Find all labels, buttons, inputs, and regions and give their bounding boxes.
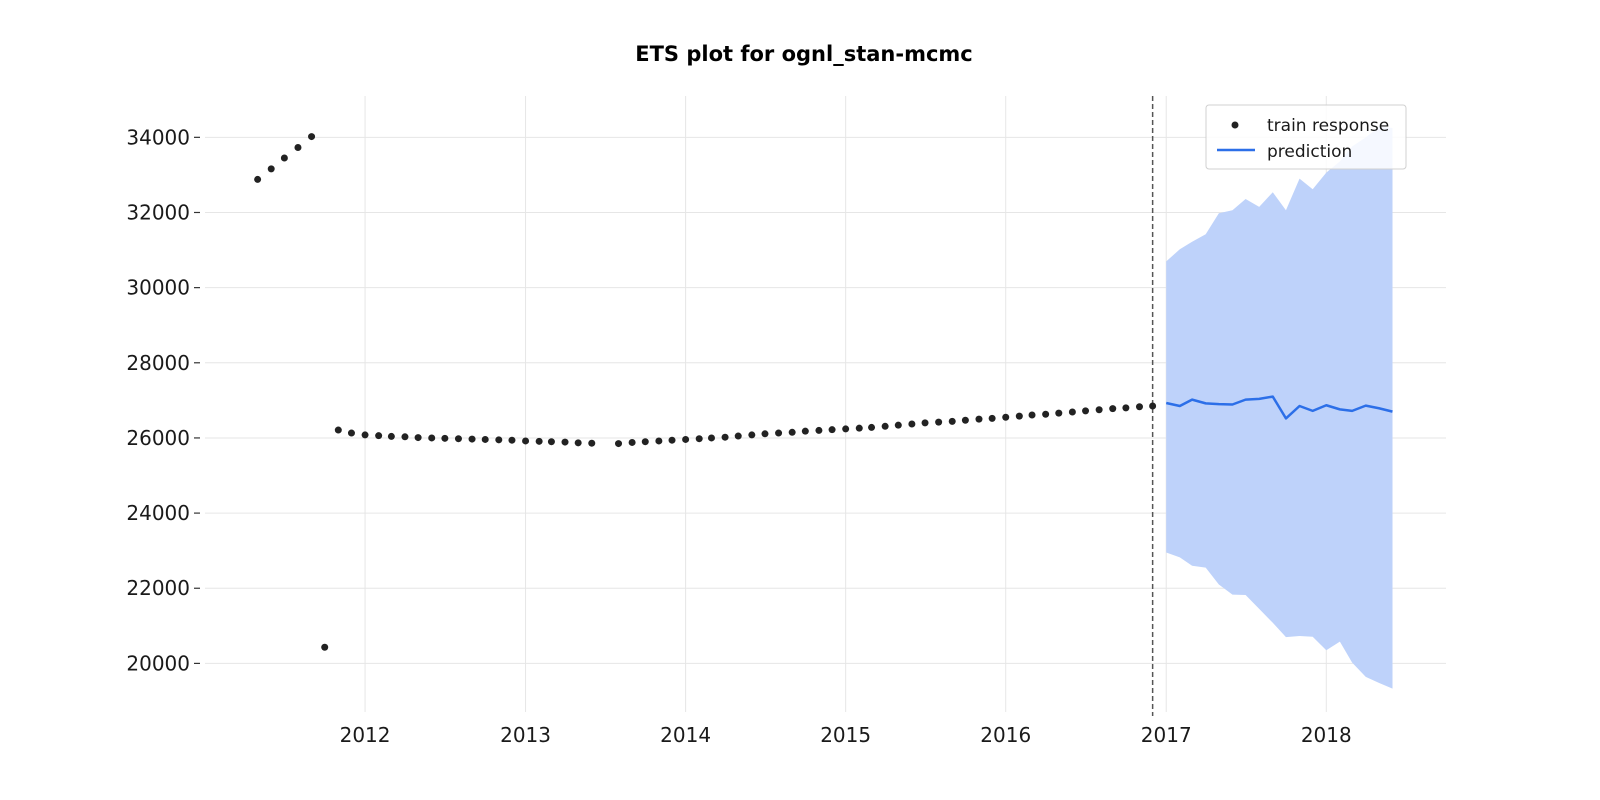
train-point (655, 437, 663, 445)
legend-frame (1205, 104, 1407, 170)
train-point (535, 437, 543, 445)
train-point (267, 165, 275, 173)
train-point (948, 417, 956, 425)
train-point (855, 424, 863, 432)
train-point (894, 421, 902, 429)
train-point (801, 427, 809, 435)
train-point (1135, 403, 1143, 411)
train-point (508, 436, 516, 444)
train-point (761, 430, 769, 438)
train-point (574, 439, 582, 447)
train-point (1109, 405, 1117, 413)
train-point (321, 643, 329, 651)
train-point (961, 416, 969, 424)
train-point (868, 423, 876, 431)
legend: train response prediction (1205, 104, 1407, 170)
train-point (815, 426, 823, 434)
train-point (547, 438, 555, 446)
train-point (561, 438, 569, 446)
train-point (347, 429, 355, 437)
train-response-points (254, 133, 1157, 651)
train-point (1002, 413, 1010, 421)
train-point (988, 414, 996, 422)
y-tick-label: 30000 (126, 276, 190, 300)
y-tick-label: 28000 (126, 351, 190, 375)
train-point (441, 434, 449, 442)
train-point (707, 434, 715, 442)
train-point (1082, 407, 1090, 415)
train-point (1028, 411, 1036, 419)
train-point (842, 425, 850, 433)
train-point (881, 422, 889, 430)
train-point (334, 426, 342, 434)
train-point (641, 438, 649, 446)
train-point (628, 438, 636, 446)
y-tick-label: 24000 (126, 501, 190, 525)
train-point (908, 420, 916, 428)
train-point (1095, 406, 1103, 414)
train-point (695, 435, 703, 443)
train-point (721, 433, 729, 441)
prediction-line-group (1165, 395, 1393, 420)
x-axis-ticks: 2012 2013 2014 2015 2016 2017 2018 (340, 723, 1352, 747)
legend-train-marker (1231, 121, 1239, 129)
legend-train-label: train response (1267, 116, 1389, 136)
train-point (375, 432, 383, 440)
train-point (361, 431, 369, 439)
train-point (828, 426, 836, 434)
train-point (1068, 408, 1076, 416)
train-point (495, 436, 503, 444)
x-tick-label: 2018 (1301, 723, 1352, 747)
train-point (1015, 412, 1023, 420)
train-point (1055, 409, 1063, 417)
train-point (454, 435, 462, 443)
train-point (975, 415, 983, 423)
train-point (522, 437, 530, 445)
train-point (428, 434, 436, 442)
train-point (734, 432, 742, 440)
train-point (1149, 402, 1157, 410)
train-point (588, 439, 596, 447)
x-tick-label: 2014 (660, 723, 711, 747)
y-tick-label: 34000 (126, 125, 190, 149)
y-axis-ticks: 20000 22000 24000 26000 28000 30000 32000 34000 (126, 125, 200, 675)
train-point (788, 428, 796, 436)
x-tick-label: 2013 (500, 723, 551, 747)
train-point (254, 175, 262, 183)
train-point (401, 433, 409, 441)
train-point (668, 436, 676, 444)
y-tick-label: 26000 (126, 426, 190, 450)
chart-title: ETS plot for ognl_stan-mcmc (635, 42, 973, 66)
train-point (1122, 404, 1130, 412)
train-point (775, 429, 783, 437)
train-point (921, 419, 929, 427)
y-tick-label: 20000 (126, 651, 190, 675)
x-tick-label: 2017 (1141, 723, 1192, 747)
train-point (308, 133, 316, 141)
train-point (280, 154, 288, 162)
train-point (748, 431, 756, 439)
x-tick-label: 2015 (820, 723, 871, 747)
train-point (1042, 410, 1050, 418)
legend-prediction-label: prediction (1267, 142, 1352, 162)
train-point (468, 435, 476, 443)
train-point (935, 418, 943, 426)
y-tick-label: 22000 (126, 576, 190, 600)
x-tick-label: 2016 (980, 723, 1031, 747)
train-point (294, 143, 302, 151)
train-point (414, 434, 422, 442)
train-point (615, 440, 623, 448)
train-point (481, 435, 489, 443)
train-point (387, 432, 395, 440)
prediction-line (1165, 395, 1393, 420)
x-tick-label: 2012 (340, 723, 391, 747)
y-tick-label: 32000 (126, 200, 190, 224)
train-point (682, 435, 690, 443)
